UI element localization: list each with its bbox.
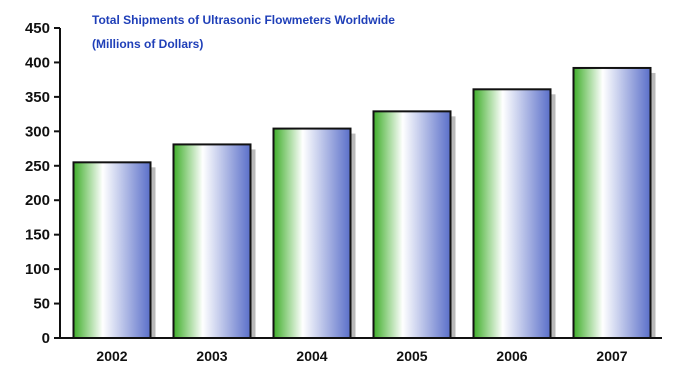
y-tick-label: 300 bbox=[25, 123, 50, 140]
y-axis-ticks bbox=[54, 27, 60, 339]
y-tick-label: 450 bbox=[25, 20, 50, 37]
bar-2007 bbox=[572, 66, 652, 339]
bar-2006 bbox=[472, 88, 552, 339]
chart-subtitle: (Millions of Dollars) bbox=[92, 37, 203, 51]
chart-title: Total Shipments of Ultrasonic Flowmeters… bbox=[92, 13, 395, 27]
bar-2002 bbox=[72, 161, 152, 339]
y-tick-label: 0 bbox=[42, 330, 50, 347]
y-tick-label: 100 bbox=[25, 261, 50, 278]
x-tick-label: 2006 bbox=[496, 348, 527, 364]
x-tick-label: 2003 bbox=[196, 348, 227, 364]
x-axis-category-labels: 2002 2003 2004 2005 2006 2007 bbox=[96, 348, 627, 364]
bar-2003 bbox=[172, 143, 252, 339]
y-tick-label: 400 bbox=[25, 54, 50, 71]
y-tick-label: 50 bbox=[33, 296, 50, 313]
y-axis-tick-labels: 0 50 100 150 200 250 300 350 400 450 bbox=[25, 20, 50, 347]
y-tick-label: 200 bbox=[25, 192, 50, 209]
x-tick-label: 2005 bbox=[396, 348, 427, 364]
bars-group bbox=[72, 66, 656, 339]
y-tick-label: 350 bbox=[25, 89, 50, 106]
y-tick-label: 250 bbox=[25, 158, 50, 175]
bar-2005 bbox=[372, 110, 452, 339]
y-tick-label: 150 bbox=[25, 227, 50, 244]
x-tick-label: 2004 bbox=[296, 348, 327, 364]
x-tick-label: 2007 bbox=[596, 348, 627, 364]
bar-2004 bbox=[272, 127, 352, 339]
x-tick-label: 2002 bbox=[96, 348, 127, 364]
